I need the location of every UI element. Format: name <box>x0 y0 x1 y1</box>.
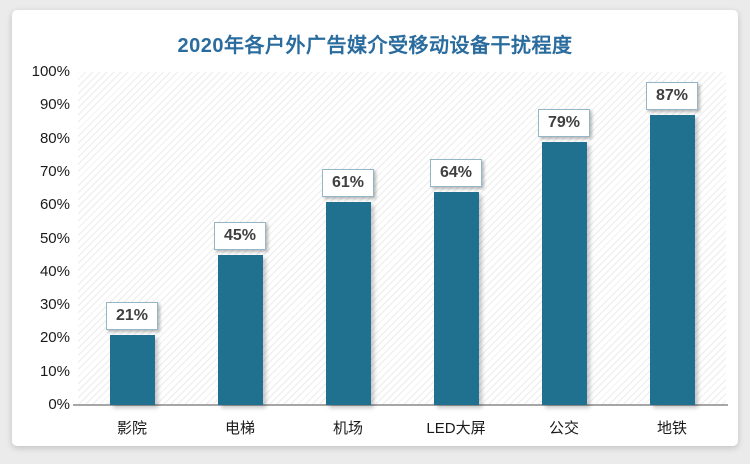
y-tick-label: 60% <box>39 196 70 214</box>
y-tick-label: 90% <box>39 96 70 114</box>
x-axis-line <box>73 404 728 406</box>
bar-机场 <box>325 201 371 405</box>
bar-公交 <box>541 141 587 405</box>
y-tick-label: 80% <box>39 129 70 147</box>
bar-影院 <box>109 335 155 405</box>
y-tick-label: 30% <box>39 296 70 314</box>
x-axis-label: 影院 <box>116 420 147 437</box>
x-axis-label: LED大屏 <box>426 420 486 437</box>
y-tick-label: 70% <box>39 162 70 180</box>
y-tick-label: 10% <box>39 362 70 380</box>
y-tick-label: 20% <box>39 329 70 347</box>
x-axis-label: 地铁 <box>656 420 687 437</box>
bar-value-label: 87% <box>646 82 698 111</box>
y-tick-label: 100% <box>31 63 70 80</box>
chart-title: 2020年各户外广告媒介受移动设备干扰程度 <box>177 35 573 57</box>
bar-value-label: 45% <box>214 222 266 251</box>
plot-area <box>78 72 726 405</box>
bar-value-label: 21% <box>106 302 158 331</box>
bar-value-label: 79% <box>538 108 590 137</box>
bar-电梯 <box>217 255 263 405</box>
x-axis-label: 电梯 <box>224 420 255 437</box>
y-tick-label: 50% <box>39 229 70 247</box>
bar-value-label: 61% <box>322 168 374 197</box>
bar-地铁 <box>649 115 695 405</box>
bar-LED大屏 <box>433 191 479 405</box>
bar-value-label: 64% <box>430 158 482 187</box>
y-tick-label: 0% <box>48 396 70 413</box>
x-axis-label: 机场 <box>332 420 363 437</box>
chart-card: 2020年各户外广告媒介受移动设备干扰程度 0% 10% 20% 30% 40% 50% 6… <box>12 10 738 446</box>
x-axis-label: 公交 <box>548 420 579 437</box>
y-tick-label: 40% <box>39 262 70 280</box>
